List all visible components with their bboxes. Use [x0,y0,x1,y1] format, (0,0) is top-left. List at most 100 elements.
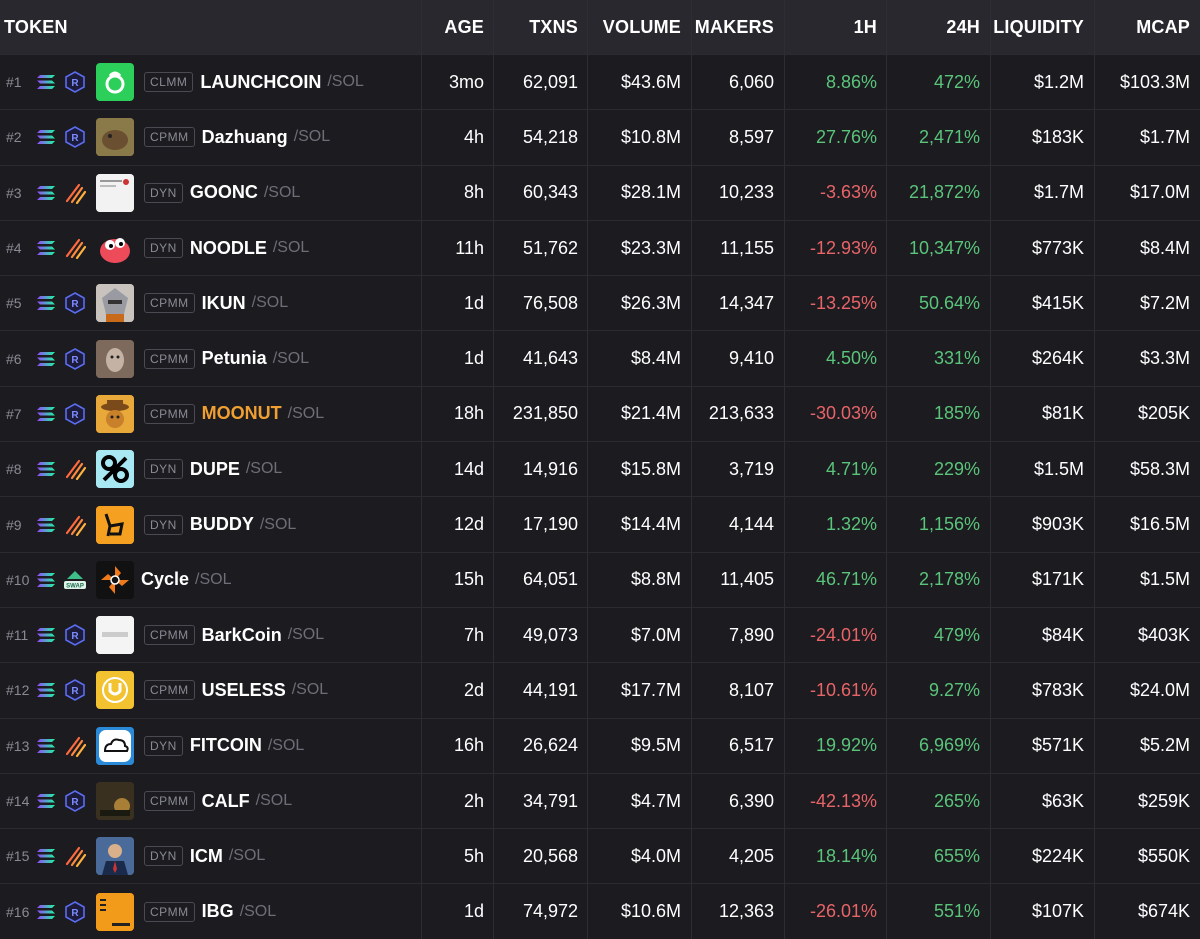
table-row[interactable]: #6 R CPMM Petunia /SOL 1d 41,643 $8.4M 9… [0,330,1200,386]
meteora-dex-icon [62,456,88,482]
makers-cell: 4,205 [692,829,785,884]
token-cell[interactable]: #3 DYN GOONC /SOL [0,165,422,220]
rank-label: #5 [6,295,22,312]
change-24h-cell: 479% [887,607,991,663]
makers-cell: 213,633 [692,386,785,442]
change-1h-cell: 46.71% [785,552,887,607]
makers-cell: 11,405 [692,552,785,607]
volume-cell: $28.1M [588,165,692,220]
token-cell[interactable]: #8 DYN DUPE /SOL [0,442,422,497]
col-liquidity-header[interactable]: LIQUIDITY [991,0,1095,54]
age-cell: 2d [422,663,494,718]
quote-token: /SOL [287,626,325,644]
rank-label: #3 [6,184,22,201]
col-makers-header[interactable]: MAKERS [692,0,785,54]
token-cell[interactable]: #13 DYN FITCOIN /SOL [0,718,422,773]
table-row[interactable]: #11 R CPMM BarkCoin /SOL 7h 49,073 $7.0M… [0,606,1200,663]
txns-cell: 231,850 [494,386,588,442]
token-logo-icon [96,229,134,268]
meteora-dex-icon [62,733,88,759]
token-cell[interactable]: #9 DYN BUDDY /SOL [0,497,422,552]
change-24h-cell: 21,872% [887,165,991,220]
table-row[interactable]: #3 DYN GOONC /SOL 8h 60,343 $28.1M 10,23… [0,164,1200,220]
quote-token: /SOL [293,128,331,146]
token-cell[interactable]: #15 DYN ICM /SOL [0,829,422,884]
table-row[interactable]: #12 R CPMM USELESS /SOL 2d 44,191 $17.7M… [0,662,1200,718]
table-row[interactable]: #4 DYN NOODLE /SOL 11h 51,762 $23.3M 11,… [0,219,1200,276]
meteora-dex-icon [62,180,88,206]
token-cell[interactable]: #6 R CPMM Petunia /SOL [0,331,422,386]
volume-cell: $4.7M [588,773,692,829]
table-row[interactable]: #13 DYN FITCOIN /SOL 16h 26,624 $9.5M 6,… [0,717,1200,773]
volume-cell: $43.6M [588,55,692,110]
token-name[interactable]: Cycle [141,569,190,590]
table-row[interactable]: #1 R CLMM LAUNCHCOIN /SOL 3mo 62,091 $43… [0,54,1200,110]
token-name[interactable]: DUPE [189,458,240,479]
table-row[interactable]: #5 R CPMM IKUN /SOL 1d 76,508 $26.3M 14,… [0,275,1200,331]
table-row[interactable]: #15 DYN ICM /SOL 5h 20,568 $4.0M 4,205 1… [0,828,1200,884]
mcap-cell: $403K [1137,624,1190,645]
header-label: VOLUME [602,16,681,37]
table-row[interactable]: #10 SWAP Cycle /SOL 15h 64,051 $8.8M 11,… [0,551,1200,607]
change-1h-cell: -10.61% [785,663,887,718]
token-name[interactable]: NOODLE [189,237,267,258]
table-row[interactable]: #2 R CPMM Dazhuang /SOL 4h 54,218 $10.8M… [0,109,1200,165]
col-1h-header[interactable]: 1H [785,0,887,54]
solana-icon [36,459,60,479]
token-name[interactable]: CALF [201,790,250,811]
col-24h-header[interactable]: 24H [887,0,991,54]
table-row[interactable]: #9 DYN BUDDY /SOL 12d 17,190 $14.4M 4,14… [0,496,1200,552]
mcap-cell: $3.3M [1139,348,1190,369]
col-age-header[interactable]: AGE [422,0,494,54]
token-cell[interactable]: #1 R CLMM LAUNCHCOIN /SOL [0,55,422,110]
col-volume-header[interactable]: VOLUME [588,0,692,54]
header-label: MAKERS [694,16,774,37]
token-cell[interactable]: #16 R CPMM IBG /SOL [0,884,422,939]
token-name[interactable]: BarkCoin [201,624,282,645]
token-cell[interactable]: #2 R CPMM Dazhuang /SOL [0,110,422,165]
token-cell[interactable]: #12 R CPMM USELESS /SOL [0,663,422,718]
meteora-dex-icon [62,235,88,261]
header-label: TOKEN [4,16,68,37]
token-name[interactable]: Dazhuang [201,126,288,147]
token-name[interactable]: MOONUT [201,403,282,424]
token-name[interactable]: GOONC [189,182,258,203]
table-row[interactable]: #14 R CPMM CALF /SOL 2h 34,791 $4.7M 6,3… [0,772,1200,829]
mcap-cell: $103.3M [1119,71,1190,92]
col-txns-header[interactable]: TXNS [494,0,588,54]
change-1h-cell: -3.63% [785,165,887,220]
token-cell[interactable]: #14 R CPMM CALF /SOL [0,773,422,829]
token-name[interactable]: LAUNCHCOIN [200,71,322,92]
col-token-header[interactable]: TOKEN [0,0,422,54]
token-name[interactable]: ICM [189,845,223,866]
age-cell: 1d [422,331,494,386]
liquidity-cell: $783K [991,663,1095,718]
token-name[interactable]: Petunia [201,348,267,369]
table-row[interactable]: #8 DYN DUPE /SOL 14d 14,916 $15.8M 3,719… [0,441,1200,497]
token-cell[interactable]: #5 R CPMM IKUN /SOL [0,276,422,331]
makers-cell: 6,517 [692,718,785,773]
token-name[interactable]: IKUN [201,292,246,313]
token-cell[interactable]: #11 R CPMM BarkCoin /SOL [0,607,422,663]
svg-text:R: R [71,78,79,89]
token-name[interactable]: USELESS [201,679,286,700]
table-row[interactable]: #16 R CPMM IBG /SOL 1d 74,972 $10.6M 12,… [0,883,1200,939]
token-cell[interactable]: #4 DYN NOODLE /SOL [0,220,422,276]
token-cell[interactable]: #10 SWAP Cycle /SOL [0,552,422,607]
table-row[interactable]: #7 R CPMM MOONUT /SOL 18h 231,850 $21.4M… [0,385,1200,442]
txns-cell: 64,051 [494,552,588,607]
mcap-cell: $8.4M [1139,237,1190,258]
liquidity-cell: $903K [991,497,1095,552]
token-name[interactable]: BUDDY [189,514,254,535]
volume-cell: $17.7M [588,663,692,718]
svg-text:R: R [71,908,79,919]
txns-cell: 62,091 [494,55,588,110]
pool-type-badge: DYN [144,182,183,203]
change-1h-cell: 18.14% [785,829,887,884]
token-name[interactable]: FITCOIN [189,735,262,756]
svg-text:R: R [71,355,79,366]
token-cell[interactable]: #7 R CPMM MOONUT /SOL [0,386,422,442]
col-mcap-header[interactable]: MCAP [1095,0,1200,54]
header-label: 1H [853,16,877,37]
token-name[interactable]: IBG [201,901,234,922]
